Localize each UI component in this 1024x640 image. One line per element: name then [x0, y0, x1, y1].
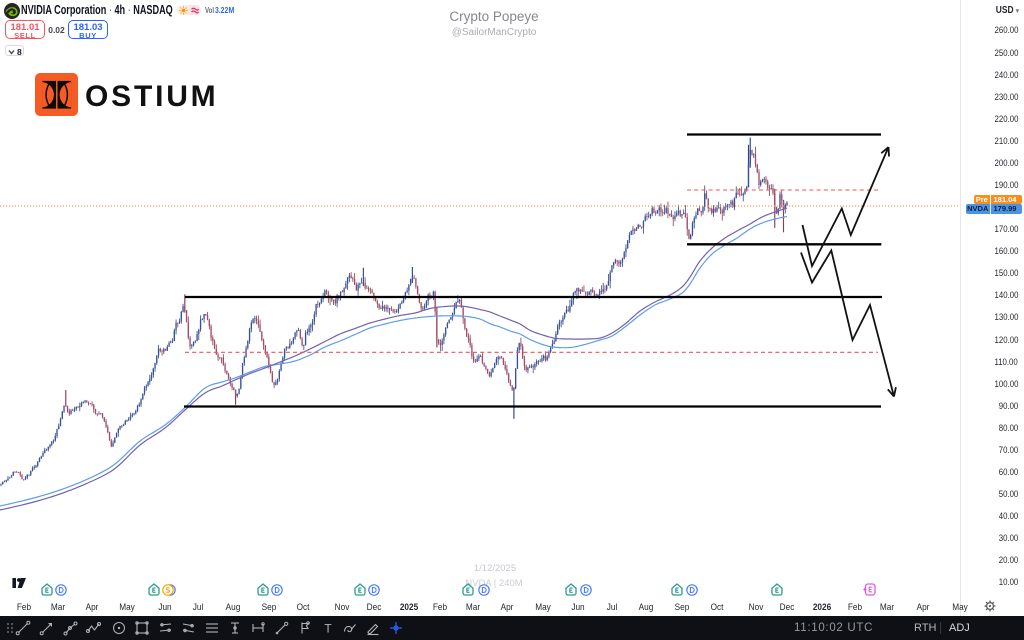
svg-text:T: T	[324, 622, 332, 636]
